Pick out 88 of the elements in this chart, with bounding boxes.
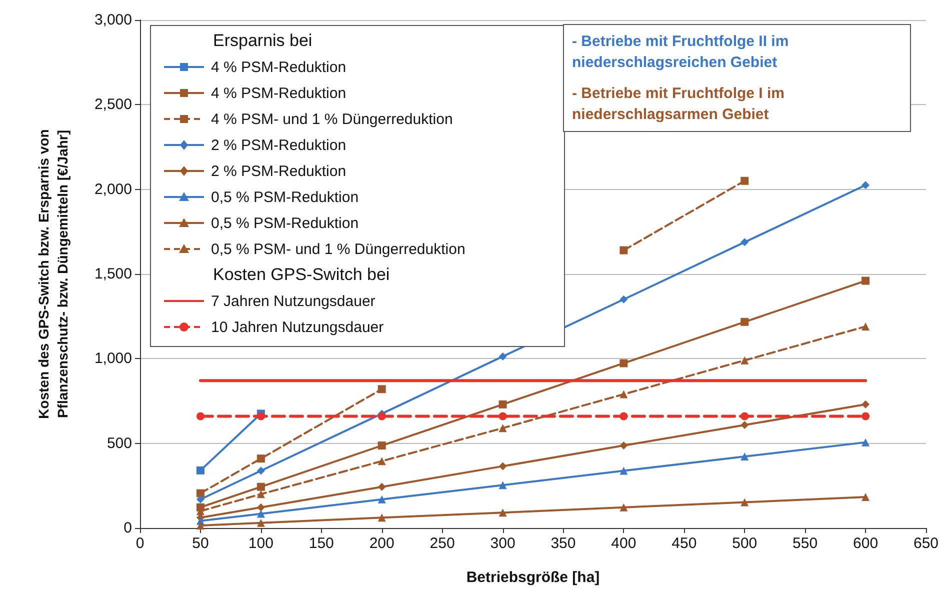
legend-label: 4 % PSM- und 1 % Düngerreduktion: [211, 110, 453, 128]
x-tick-label: 300: [490, 535, 516, 552]
x-tick-label: 150: [308, 535, 334, 552]
point: [196, 521, 204, 530]
point: [378, 495, 386, 504]
point: [620, 390, 628, 398]
point: [256, 490, 265, 498]
point: [378, 482, 386, 491]
point: [196, 489, 204, 498]
point: [498, 481, 507, 490]
point: [862, 276, 870, 285]
point: [740, 452, 749, 461]
legend-label: 10 Jahren Nutzungsdauer: [211, 318, 384, 336]
point: [740, 498, 749, 506]
point: [740, 412, 749, 420]
y-tick-label: 500: [106, 434, 132, 452]
point: [620, 359, 628, 368]
x-axis-title: Betriebsgröße [ha]: [466, 569, 600, 586]
point: [862, 322, 870, 330]
point: [498, 424, 507, 432]
point: [862, 438, 870, 446]
point: [196, 412, 204, 420]
annotation: - Betriebe mit Fruchtfolge II im niederschlagsreichen Gebiet: [572, 32, 790, 73]
point: [620, 466, 628, 475]
y-tick-label: 0: [124, 520, 132, 536]
y-axis-title: Kosten des GPS-Switch bzw. Ersparnis von Pflanzenschutz- bzw. Düngemitteln [€/Jahr]: [36, 129, 70, 419]
x-tick-label: 250: [430, 535, 455, 552]
point: [740, 318, 749, 326]
point: [862, 412, 870, 420]
point: [862, 400, 870, 408]
point: [378, 412, 386, 420]
point: [498, 508, 507, 517]
y-tick-label: 1,000: [94, 350, 132, 368]
legend-label: 0,5 % PSM-Reduktion: [211, 214, 359, 232]
point: [740, 176, 749, 185]
legend-label: 2 % PSM-Reduktion: [211, 136, 346, 154]
x-tick-label: 200: [369, 535, 394, 552]
point: [378, 514, 386, 522]
point: [498, 462, 507, 470]
point: [862, 493, 870, 502]
point: [498, 400, 507, 408]
point: [498, 412, 507, 420]
legend-label: 0,5 % PSM-Reduktion: [211, 188, 359, 206]
x-tick-label: 550: [792, 535, 818, 552]
legend-label: 4 % PSM-Reduktion: [211, 58, 346, 76]
y-tick-label: 3,000: [94, 12, 132, 28]
point: [620, 295, 628, 304]
point: [620, 246, 628, 254]
point: [620, 503, 628, 512]
point: [620, 412, 628, 420]
legend-label: 7 Jahren Nutzungsdauer: [211, 292, 376, 310]
point: [378, 385, 386, 394]
y-tick-label: 2,000: [94, 180, 132, 198]
point: [256, 412, 265, 420]
x-tick-label: 650: [913, 535, 939, 552]
legend-label: 0,5 % PSM- und 1 % Düngerreduktion: [211, 240, 466, 258]
point: [378, 442, 386, 450]
point: [740, 356, 749, 364]
point: [256, 454, 265, 463]
point: [196, 495, 204, 504]
legend-title: Ersparnis bei: [212, 30, 314, 52]
point: [256, 482, 265, 491]
point: [740, 238, 749, 246]
x-tick-label: 350: [550, 535, 576, 552]
point: [740, 421, 749, 430]
x-tick-label: 0: [136, 535, 144, 552]
point: [256, 466, 265, 475]
point: [256, 510, 265, 518]
x-tick-label: 500: [732, 535, 758, 552]
point: [620, 442, 628, 450]
point: [862, 181, 870, 190]
x-tick-label: 100: [248, 535, 274, 552]
point: [378, 457, 386, 466]
annotation: Kosten GPS-Switch bei: [212, 264, 391, 286]
point: [256, 503, 265, 512]
x-tick-label: 400: [611, 535, 636, 552]
x-tick-label: 450: [672, 535, 697, 552]
point: [498, 352, 507, 360]
text-box: - Betriebe mit Fruchtfolge II im niederschlagsreichen Gebiet - Betriebe mit Fruchtfolge I im niederschlagsarmen Gebiet: [563, 24, 911, 132]
legend-label: 2 % PSM-Reduktion: [211, 162, 346, 180]
annotation: - Betriebe mit Fruchtfolge I im niederschlagsarmen Gebiet: [572, 84, 786, 125]
x-tick-label: 600: [853, 535, 878, 552]
x-tick-label: 50: [192, 535, 209, 552]
y-tick-label: 2,500: [94, 96, 132, 114]
legend-label: 4 % PSM-Reduktion: [211, 84, 346, 102]
point: [196, 466, 204, 474]
y-tick-label: 1,500: [94, 266, 132, 282]
point: [256, 518, 265, 527]
